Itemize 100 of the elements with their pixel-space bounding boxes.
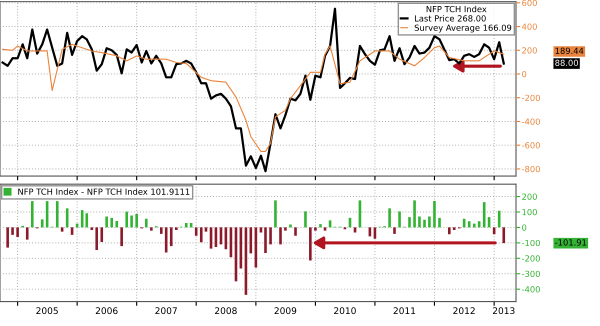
bar: [115, 220, 118, 228]
bar: [319, 224, 322, 228]
bar: [230, 227, 232, 258]
bar: [120, 227, 123, 246]
y-tick-label: 600: [522, 0, 537, 6]
bar: [294, 227, 297, 236]
x-tick-label: 2011: [394, 307, 416, 314]
bar: [90, 227, 94, 230]
bar: [174, 227, 178, 230]
x-tick-label: 2012: [453, 307, 475, 314]
bar: [70, 227, 74, 235]
bar: [468, 221, 470, 228]
bar: [190, 222, 192, 228]
bar: [100, 227, 104, 242]
bar: [214, 227, 218, 248]
y-tick-label: -800: [522, 166, 540, 172]
bar: [488, 217, 490, 228]
bar: [105, 216, 108, 228]
text: 88.00: [555, 60, 578, 66]
bar: [66, 208, 68, 228]
y-tick-label: -200: [522, 255, 540, 262]
x-tick-label: 2005: [36, 307, 58, 314]
text: -101.91: [555, 239, 586, 246]
bar: [264, 227, 267, 254]
bar: [448, 227, 451, 234]
bar: [354, 227, 356, 233]
bar: [170, 227, 173, 246]
bar: [492, 227, 496, 234]
x-tick-label: 2008: [215, 307, 237, 314]
x-tick-label: 2010: [334, 307, 356, 314]
bar: [269, 227, 272, 244]
bar: [478, 221, 480, 228]
bar: [220, 227, 222, 244]
bar: [125, 212, 128, 228]
x-tick-label: 2009: [274, 307, 296, 314]
bar: [254, 227, 258, 268]
legend-label: Survey Average 166.09: [414, 24, 512, 32]
bar: [358, 200, 362, 228]
bar: [413, 200, 416, 228]
bar: [240, 227, 242, 269]
bar: [194, 227, 198, 236]
x-tick-label: 2013: [492, 307, 515, 314]
bar: [26, 227, 29, 240]
bar: [80, 210, 84, 228]
bar: [304, 211, 307, 228]
bar: [110, 218, 114, 228]
bar: [46, 201, 48, 228]
y-tick-label: 200: [522, 47, 537, 54]
y-tick-label: 0: [522, 224, 526, 231]
bar: [324, 227, 326, 231]
bar: [250, 227, 252, 254]
bar: [16, 227, 19, 237]
bar: [289, 224, 292, 228]
bar: [85, 213, 88, 228]
bar: [438, 218, 441, 228]
bar: [309, 227, 312, 260]
bar: [328, 220, 332, 228]
legend-title: NFP TCH Index: [426, 6, 487, 12]
bar: [260, 227, 262, 233]
y-tick-label: -300: [522, 270, 540, 278]
bar: [76, 224, 78, 228]
y-tick-label: 0: [522, 70, 526, 78]
line-series: [2, 44, 504, 152]
bar: [472, 224, 476, 228]
bar: [6, 227, 9, 248]
legend-label: NFP TCH Index - NFP TCH Index 101.9111: [18, 188, 190, 195]
bar: [40, 219, 44, 228]
x-tick-label: 2007: [155, 307, 177, 314]
bar: [144, 218, 148, 228]
bar: [374, 227, 376, 239]
x-tick-label: 2006: [96, 307, 118, 314]
bar: [502, 227, 506, 244]
bar: [393, 227, 396, 234]
bar: [30, 201, 34, 228]
bar: [482, 202, 486, 228]
bar: [428, 216, 431, 228]
y-tick-label: 400: [522, 24, 537, 30]
bar: [408, 217, 411, 228]
bar: [135, 214, 138, 228]
bar: [130, 216, 133, 228]
bar: [200, 227, 203, 242]
bar: [452, 227, 456, 230]
bar: [418, 216, 421, 228]
y-tick-label: 200: [522, 194, 537, 200]
bar: [234, 227, 238, 282]
bar: [388, 208, 391, 228]
bar: [224, 227, 228, 250]
bar: [210, 227, 212, 249]
bar: [95, 227, 98, 250]
bar: [433, 201, 436, 228]
bar: [164, 227, 168, 252]
bar: [348, 218, 352, 228]
bar: [244, 227, 248, 295]
bar: [60, 227, 64, 232]
text: 189.44: [556, 48, 584, 54]
y-tick-label: -200: [522, 94, 540, 102]
bar: [56, 201, 59, 228]
bar: [423, 220, 426, 228]
bar: [498, 210, 501, 228]
bar: [368, 227, 372, 236]
